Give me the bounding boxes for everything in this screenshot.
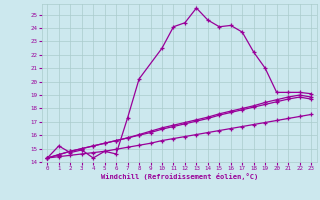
X-axis label: Windchill (Refroidissement éolien,°C): Windchill (Refroidissement éolien,°C): [100, 173, 258, 180]
